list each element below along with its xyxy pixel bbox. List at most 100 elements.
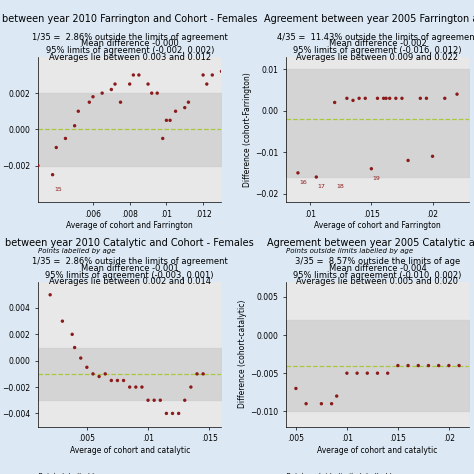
- Point: [425, 362, 432, 369]
- Point: [187, 383, 195, 391]
- Text: 3/35 =  8.57% outside the limits of age: 3/35 = 8.57% outside the limits of age: [295, 257, 460, 266]
- Point: [166, 117, 174, 124]
- Point: [74, 108, 82, 115]
- Point: [101, 370, 109, 378]
- Point: [382, 94, 390, 102]
- Text: Points labelled by age: Points labelled by age: [38, 473, 116, 474]
- Point: [108, 86, 115, 93]
- Point: [89, 93, 97, 100]
- Point: [392, 94, 400, 102]
- Text: 95% limits of agreement (-0.016, 0.012): 95% limits of agreement (-0.016, 0.012): [293, 46, 462, 55]
- Point: [374, 94, 381, 102]
- X-axis label: Average of cohort and Farrington: Average of cohort and Farrington: [314, 221, 441, 230]
- Point: [384, 369, 392, 377]
- Text: Mean difference -0.002: Mean difference -0.002: [328, 39, 426, 48]
- Point: [200, 71, 207, 79]
- X-axis label: Average of cohort and catalytic: Average of cohort and catalytic: [317, 446, 438, 455]
- Point: [374, 369, 381, 377]
- Point: [172, 108, 179, 115]
- Point: [380, 94, 387, 102]
- Point: [429, 153, 437, 160]
- Point: [294, 169, 302, 177]
- Point: [185, 99, 192, 106]
- Point: [453, 91, 461, 98]
- Text: Agreement between year 2005 Farrington and: Agreement between year 2005 Farrington a…: [264, 14, 474, 24]
- Point: [77, 354, 84, 362]
- Point: [404, 156, 412, 164]
- Point: [49, 171, 56, 179]
- Text: Points outside limits labelled by age: Points outside limits labelled by age: [286, 473, 413, 474]
- Text: Averages lie between 0.005 and 0.020: Averages lie between 0.005 and 0.020: [296, 277, 458, 286]
- Point: [292, 385, 300, 392]
- Point: [175, 410, 182, 417]
- Point: [114, 377, 121, 384]
- Point: [46, 291, 54, 299]
- X-axis label: Average of cohort and Farrington: Average of cohort and Farrington: [66, 221, 193, 230]
- Y-axis label: Difference (cohort-catalytic): Difference (cohort-catalytic): [238, 300, 247, 408]
- X-axis label: Average of cohort and catalytic: Average of cohort and catalytic: [70, 446, 190, 455]
- Point: [394, 362, 401, 369]
- Point: [312, 173, 320, 181]
- Point: [328, 400, 336, 408]
- Y-axis label: Difference (cohort-Farrington): Difference (cohort-Farrington): [243, 72, 252, 187]
- Point: [455, 362, 463, 369]
- Point: [150, 396, 158, 404]
- Point: [445, 362, 453, 369]
- Point: [120, 377, 128, 384]
- Point: [353, 369, 361, 377]
- Point: [209, 71, 216, 79]
- Point: [203, 80, 210, 88]
- Point: [163, 117, 170, 124]
- Point: [423, 94, 430, 102]
- Point: [85, 99, 93, 106]
- Text: 95% limits of agreement (-0.002, 0.002): 95% limits of agreement (-0.002, 0.002): [46, 46, 214, 55]
- Text: Mean difference -0.001: Mean difference -0.001: [81, 264, 179, 273]
- Point: [417, 94, 424, 102]
- Point: [95, 373, 103, 380]
- Point: [108, 377, 115, 384]
- Point: [71, 344, 78, 351]
- Text: 16: 16: [300, 180, 307, 185]
- Text: Mean difference -0.000: Mean difference -0.000: [81, 39, 179, 48]
- Text: 1/35 =  2.86% outside the limits of agreement: 1/35 = 2.86% outside the limits of agree…: [32, 33, 228, 42]
- Point: [126, 383, 134, 391]
- Point: [343, 94, 351, 102]
- Text: Averages lie between 0.003 and 0.012: Averages lie between 0.003 and 0.012: [49, 53, 211, 62]
- Point: [34, 162, 42, 169]
- Point: [333, 392, 340, 400]
- Point: [99, 89, 106, 97]
- Point: [126, 80, 134, 88]
- Text: Points labelled by age: Points labelled by age: [38, 248, 116, 255]
- Point: [62, 135, 69, 142]
- Text: Mean difference -0.004: Mean difference -0.004: [328, 264, 426, 273]
- Point: [441, 94, 448, 102]
- Point: [53, 144, 60, 151]
- Point: [144, 80, 152, 88]
- Point: [343, 369, 351, 377]
- Point: [59, 318, 66, 325]
- Text: between year 2010 Catalytic and Cohort - Females: between year 2010 Catalytic and Cohort -…: [5, 238, 254, 248]
- Point: [302, 400, 310, 408]
- Text: 18: 18: [336, 184, 344, 189]
- Point: [159, 135, 166, 142]
- Point: [117, 99, 124, 106]
- Text: 95% limits of agreement (-0.003, 0.001): 95% limits of agreement (-0.003, 0.001): [46, 271, 214, 280]
- Text: Averages lie between 0.009 and 0.022: Averages lie between 0.009 and 0.022: [296, 53, 458, 62]
- Point: [129, 71, 137, 79]
- Point: [169, 410, 176, 417]
- Point: [148, 89, 155, 97]
- Point: [356, 94, 363, 102]
- Point: [318, 400, 325, 408]
- Point: [89, 370, 97, 378]
- Point: [404, 362, 412, 369]
- Point: [181, 396, 189, 404]
- Point: [163, 410, 170, 417]
- Point: [193, 370, 201, 378]
- Point: [111, 80, 119, 88]
- Text: 95% limits of agreement (-0.010, 0.002): 95% limits of agreement (-0.010, 0.002): [293, 271, 462, 280]
- Text: 17: 17: [318, 184, 326, 189]
- Point: [414, 362, 422, 369]
- Point: [386, 94, 393, 102]
- Text: Agreement between year 2005 Catalytic and: Agreement between year 2005 Catalytic an…: [267, 238, 474, 248]
- Point: [156, 396, 164, 404]
